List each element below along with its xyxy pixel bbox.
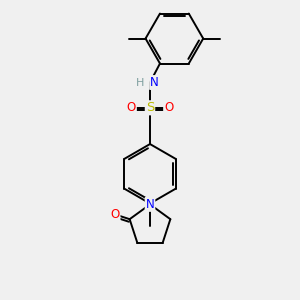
Text: O: O: [127, 101, 136, 114]
Text: N: N: [146, 198, 154, 211]
Text: O: O: [164, 101, 173, 114]
Text: N: N: [150, 76, 159, 89]
Text: S: S: [146, 101, 154, 114]
Text: H: H: [135, 77, 144, 88]
Text: O: O: [110, 208, 120, 221]
